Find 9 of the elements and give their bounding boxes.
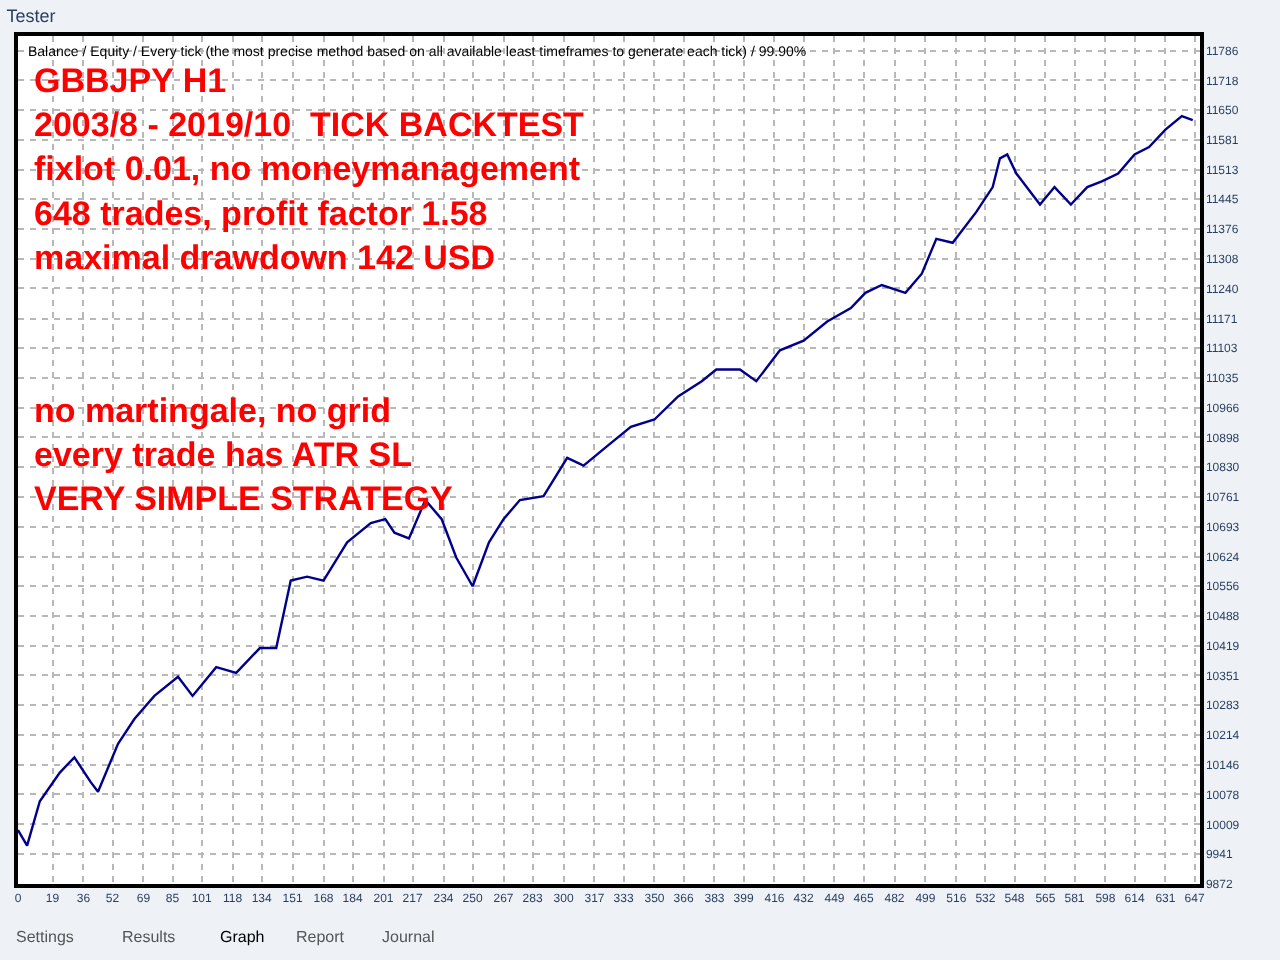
line-series xyxy=(18,114,1194,847)
text: Settings xyxy=(16,928,74,946)
text: Journal xyxy=(382,928,435,946)
chart-title: Tester xyxy=(6,6,56,27)
text: Graph xyxy=(220,928,265,946)
annotation: no martingale, no grid every trade has ATR SL VERY SIMPLE STRATEGY xyxy=(34,392,455,519)
annotation: GBBJPY H1 2003/8 - 2019/10 TICK BACKTEST fixlot 0.01, no moneymanagement 648 trades, profit factor 1.58 maximal drawdown 142 USD xyxy=(34,62,586,277)
text: Report xyxy=(296,928,346,946)
text: Results xyxy=(122,928,176,946)
